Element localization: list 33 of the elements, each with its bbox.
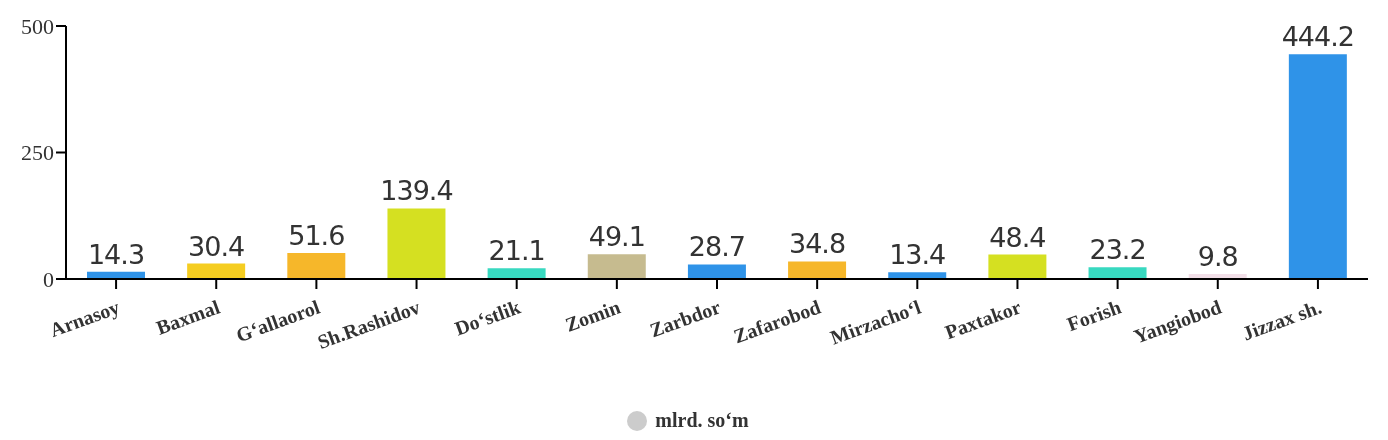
- x-tick-label: Jizzax sh.: [1239, 295, 1325, 345]
- x-tick-label: Do‘stlik: [451, 295, 524, 340]
- y-tick-label: 250: [21, 140, 54, 166]
- data-label: 21.1: [488, 235, 545, 267]
- x-tick-label: Forish: [1064, 295, 1124, 336]
- y-tick-label: 0: [43, 266, 54, 292]
- y-tick-label: 500: [21, 13, 54, 39]
- bar: [1288, 54, 1347, 279]
- bar: [587, 254, 646, 279]
- data-label: 444.2: [1281, 21, 1354, 53]
- data-label: 9.8: [1197, 241, 1238, 273]
- data-label: 23.2: [1089, 234, 1146, 266]
- bar: [487, 268, 546, 279]
- bar: [788, 261, 847, 279]
- bar: [988, 254, 1047, 279]
- data-label: 13.4: [889, 239, 946, 271]
- data-label: 14.3: [87, 238, 145, 270]
- data-label: 30.4: [188, 230, 245, 262]
- data-label: 34.8: [789, 228, 846, 260]
- data-label: 49.1: [588, 221, 645, 253]
- bar: [387, 208, 446, 279]
- x-tick-label: Zarbdor: [646, 295, 724, 342]
- data-label: 139.4: [380, 175, 453, 207]
- data-label: 28.7: [688, 231, 745, 263]
- bar: [287, 252, 346, 279]
- bar: [1088, 267, 1147, 279]
- data-label: 51.6: [288, 219, 345, 251]
- x-tick-label: Arnasoy: [46, 295, 123, 342]
- x-tick-label: Zomin: [562, 295, 624, 336]
- data-label: 48.4: [989, 221, 1046, 253]
- bar: [187, 263, 246, 279]
- text: mlrd. so‘m: [654, 409, 749, 432]
- bar: [687, 264, 746, 279]
